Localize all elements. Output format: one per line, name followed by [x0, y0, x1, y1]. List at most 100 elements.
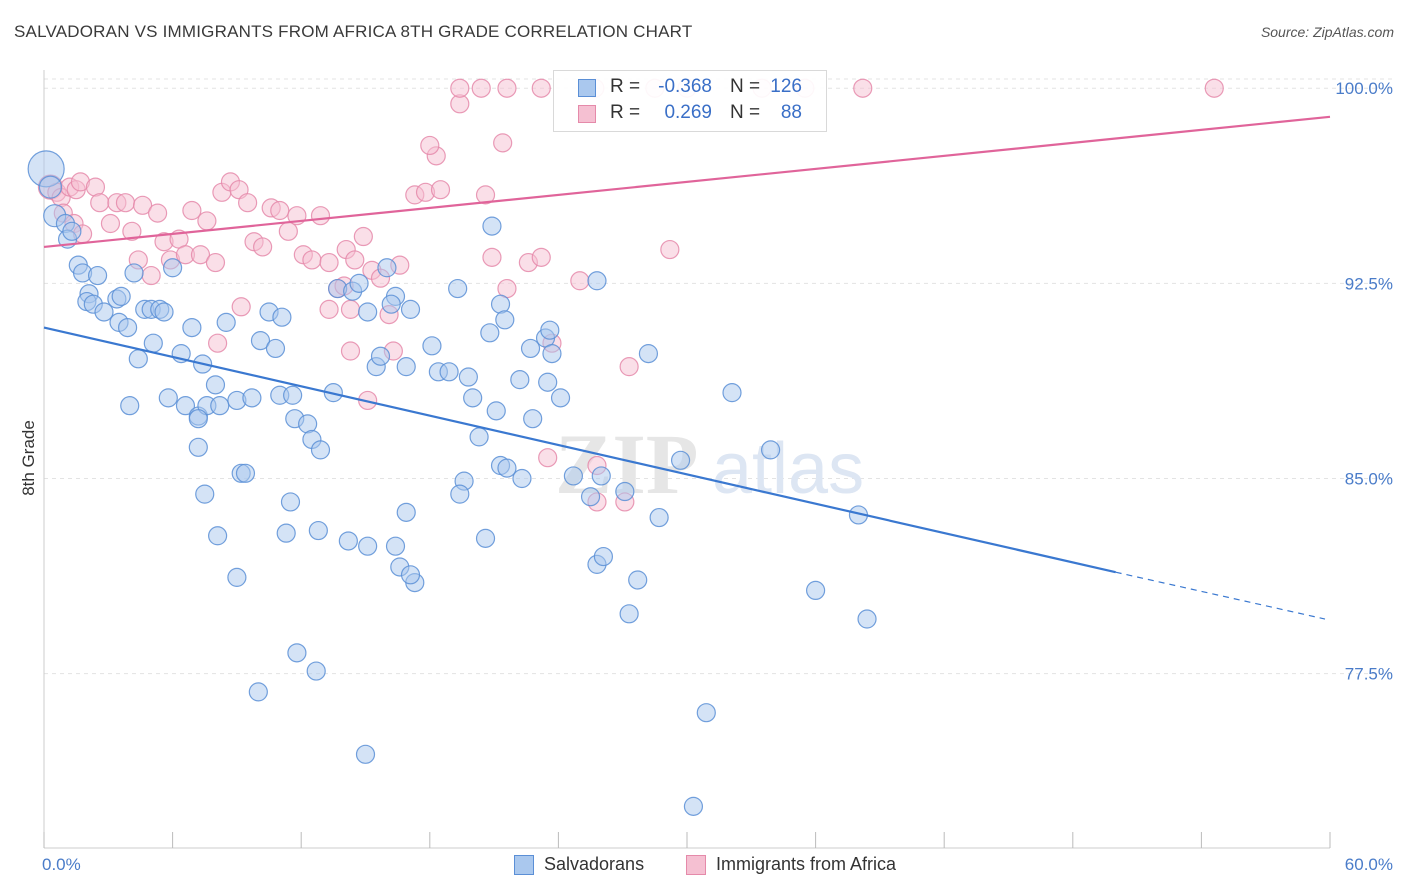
- point-salvadoran: [308, 520, 328, 541]
- axes: [43, 70, 1331, 849]
- point-salvadoran: [619, 604, 639, 624]
- point-immigrant-africa: [319, 299, 339, 319]
- point-salvadoran: [587, 271, 607, 291]
- point-salvadoran: [38, 175, 63, 199]
- point-immigrant-africa: [238, 193, 258, 213]
- point-salvadoran: [154, 302, 174, 322]
- point-immigrant-africa: [310, 206, 331, 226]
- point-salvadoran: [550, 388, 571, 408]
- y-tick-label: 85.0%: [1345, 470, 1393, 489]
- point-immigrant-africa: [208, 333, 228, 353]
- point-immigrant-africa: [531, 247, 551, 267]
- point-salvadoran: [696, 703, 716, 723]
- point-immigrant-africa: [471, 78, 491, 98]
- point-salvadoran: [87, 265, 108, 286]
- source-credit: Source: ZipAtlas.com: [1260, 24, 1394, 40]
- legend-n-value: 88: [780, 102, 802, 123]
- point-salvadoran: [287, 643, 307, 663]
- point-salvadoran: [495, 310, 515, 330]
- point-salvadoran: [805, 580, 826, 601]
- legend-swatch-pink: [578, 105, 596, 123]
- point-salvadoran: [381, 294, 401, 314]
- y-tick-label: 77.5%: [1345, 665, 1393, 684]
- point-salvadoran: [120, 396, 140, 416]
- point-immigrant-africa: [122, 221, 142, 241]
- point-salvadoran: [370, 346, 391, 366]
- point-salvadoran: [124, 263, 144, 283]
- point-immigrant-africa: [197, 211, 217, 231]
- point-salvadoran: [510, 370, 530, 390]
- point-immigrant-africa: [450, 78, 470, 98]
- series-legend: Salvadorans Immigrants from Africa: [0, 853, 1406, 877]
- point-immigrant-africa: [430, 180, 451, 200]
- point-salvadoran: [128, 349, 148, 369]
- point-salvadoran: [62, 221, 82, 241]
- point-immigrant-africa: [340, 299, 361, 319]
- legend-row-salvadorans: R = -0.368 N = 126: [554, 76, 826, 100]
- chart-title: SALVADORAN VS IMMIGRANTS FROM AFRICA 8TH…: [14, 22, 693, 41]
- point-salvadoran: [439, 362, 459, 382]
- point-salvadoran: [310, 440, 331, 460]
- point-salvadoran: [175, 396, 196, 416]
- point-salvadoran: [538, 372, 558, 392]
- point-immigrant-africa: [531, 78, 551, 98]
- point-salvadoran: [188, 409, 208, 429]
- point-salvadoran: [396, 357, 416, 377]
- point-immigrant-africa: [147, 203, 168, 223]
- point-salvadoran: [338, 531, 358, 551]
- x-tick-label: 60.0%: [1345, 855, 1393, 874]
- point-immigrant-africa: [100, 213, 121, 234]
- legend-label-salvadorans: Salvadorans: [544, 854, 645, 874]
- legend-r-label: R =: [610, 76, 641, 97]
- trend-lines: [43, 115, 1331, 620]
- point-salvadoran: [480, 323, 500, 343]
- point-salvadoran: [649, 507, 669, 528]
- grid-lines: [44, 78, 1395, 675]
- point-salvadoran: [580, 487, 601, 507]
- point-immigrant-africa: [115, 193, 136, 213]
- y-tick-label: 92.5%: [1345, 274, 1393, 293]
- point-immigrant-africa: [1204, 78, 1224, 98]
- point-salvadoran: [520, 338, 541, 359]
- point-immigrant-africa: [190, 245, 211, 265]
- point-salvadoran: [497, 458, 517, 478]
- legend-swatch-blue: [514, 855, 534, 875]
- legend-n-label: N =: [730, 102, 761, 123]
- point-salvadoran: [143, 333, 163, 353]
- point-immigrant-africa: [660, 239, 680, 260]
- point-salvadoran: [265, 338, 286, 359]
- point-immigrant-africa: [231, 297, 251, 317]
- point-immigrant-africa: [497, 78, 517, 98]
- point-salvadoran: [235, 463, 256, 483]
- correlation-legend: R = -0.368 N = 126 R = 0.269 N = 88: [553, 70, 827, 132]
- point-salvadoran: [591, 466, 611, 486]
- point-salvadoran: [512, 468, 532, 489]
- point-salvadoran: [615, 481, 635, 502]
- point-salvadoran: [280, 492, 301, 512]
- point-salvadoran: [540, 320, 560, 340]
- point-salvadoran: [593, 546, 614, 567]
- point-salvadoran: [628, 570, 648, 590]
- point-immigrant-africa: [345, 250, 365, 270]
- point-salvadoran: [400, 565, 421, 585]
- series-salvadorans: [27, 150, 877, 816]
- point-immigrant-africa: [482, 247, 502, 267]
- point-salvadoran: [463, 388, 483, 408]
- point-salvadoran: [272, 307, 292, 327]
- point-salvadoran: [722, 383, 742, 403]
- point-salvadoran: [276, 523, 296, 543]
- point-salvadoran: [205, 375, 226, 395]
- point-immigrant-africa: [182, 200, 202, 221]
- point-salvadoran: [377, 258, 397, 278]
- point-salvadoran: [216, 312, 236, 332]
- point-salvadoran: [422, 336, 442, 356]
- legend-label-immigrants: Immigrants from Africa: [716, 854, 897, 874]
- point-immigrant-africa: [319, 252, 339, 273]
- point-salvadoran: [670, 450, 691, 470]
- legend-swatch-blue: [578, 79, 596, 97]
- point-salvadoran: [158, 388, 178, 408]
- point-salvadoran: [248, 682, 268, 702]
- point-immigrant-africa: [420, 135, 440, 156]
- point-salvadoran: [195, 484, 215, 504]
